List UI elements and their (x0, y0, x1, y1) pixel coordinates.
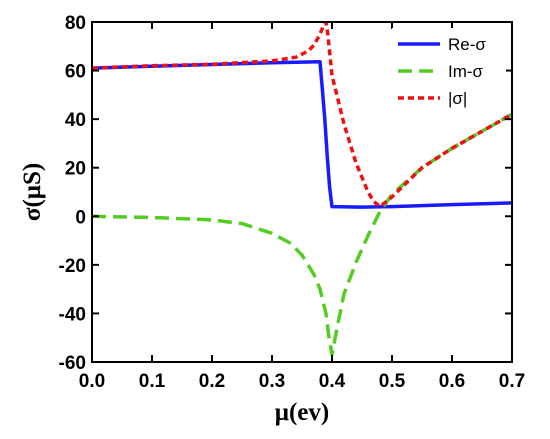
y-tick-label: -60 (59, 353, 86, 374)
x-axis-title: μ(ev) (275, 399, 329, 426)
y-tick-label: 60 (65, 62, 86, 83)
x-tick-label: 0.3 (259, 371, 285, 392)
legend-label: Im-σ (448, 62, 484, 81)
legend-label: |σ| (448, 89, 467, 108)
x-tick-label: 0.2 (199, 371, 225, 392)
x-tick-label: 0.0 (79, 371, 105, 392)
y-tick-label: 0 (75, 207, 86, 228)
y-tick-label: 80 (65, 13, 86, 34)
y-axis-title: σ(μS) (19, 163, 46, 221)
x-tick-label: 0.5 (379, 371, 406, 392)
tick-layer: 0.0 0.1 0.2 0.3 0.4 0.5 0.6 0.7 -60 -40 -20 0 20 40 60… (59, 13, 526, 392)
x-tick-label: 0.4 (319, 371, 346, 392)
x-tick-label: 0.7 (499, 371, 525, 392)
y-tick-label: 20 (65, 159, 86, 180)
y-tick-label: -40 (59, 304, 86, 325)
legend-label: Re-σ (448, 35, 486, 54)
legend: Re-σ Im-σ |σ| (392, 28, 506, 112)
x-tick-label: 0.1 (139, 371, 166, 392)
x-tick-label: 0.6 (439, 371, 465, 392)
plot-frame (91, 21, 513, 363)
y-tick-label: 40 (65, 110, 86, 131)
y-tick-label: -20 (59, 256, 86, 277)
series-layer (92, 22, 512, 357)
